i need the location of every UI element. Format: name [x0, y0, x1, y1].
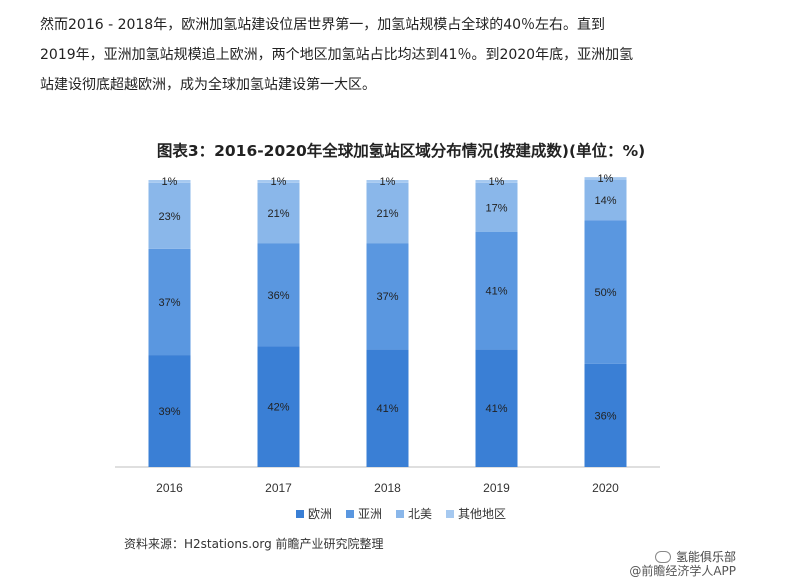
data-label: 36%: [267, 290, 289, 302]
legend-item: 欧洲: [295, 505, 332, 522]
bar-segment: [148, 182, 191, 249]
data-label: 41%: [485, 285, 507, 297]
data-label: 39%: [158, 406, 180, 418]
legend-item: 北美: [396, 505, 432, 522]
legend-label: 北美: [408, 507, 433, 521]
bar-segment: [366, 180, 409, 183]
bar-segment: [475, 349, 518, 467]
data-label: 50%: [594, 287, 616, 299]
data-label: 1%: [380, 176, 396, 188]
data-label: 1%: [271, 176, 287, 188]
bar-segment: [475, 180, 518, 183]
data-label: 42%: [267, 402, 289, 414]
x-tick-label: 2019: [483, 481, 510, 495]
bar-segment: [257, 180, 300, 183]
bar-segment: [584, 220, 627, 364]
legend-swatch: [396, 509, 404, 518]
source-note: 资料来源：H2stations.org 前瞻产业研究院整理: [124, 537, 384, 551]
bar-segment: [257, 243, 300, 347]
bar-segment: [475, 231, 518, 350]
legend-swatch: [345, 509, 354, 518]
bar-segment: [257, 182, 300, 244]
chart-legend: 欧洲 亚洲 北美 其他地区: [0, 505, 802, 522]
intro-line-1: 然而2016 - 2018年，欧洲加氢站建设位居世界第一，加氢站规模占全球的40…: [40, 17, 606, 33]
data-label: 21%: [376, 208, 398, 220]
data-label: 17%: [485, 202, 507, 214]
data-label: 1%: [162, 176, 178, 188]
x-tick-label: 2017: [265, 481, 292, 495]
chart-title: 图表3：2016-2020年全球加氢站区域分布情况(按建成数)(单位：%): [156, 142, 646, 160]
data-label: 37%: [158, 297, 180, 309]
legend-label: 欧洲: [307, 507, 332, 521]
data-label: 37%: [376, 291, 398, 303]
intro-line-2: 2019年，亚洲加氢站规模追上欧洲，两个地区加氢站占比均达到41％。到2020年…: [40, 47, 634, 63]
bar-segment: [366, 243, 409, 350]
bar-segment: [366, 182, 409, 244]
data-label: 21%: [267, 208, 289, 220]
bar-segment: [148, 180, 191, 183]
intro-paragraph: 然而2016 - 2018年，欧洲加氢站建设位居世界第一，加氢站规模占全球的40…: [40, 10, 740, 100]
bar-segment: [584, 180, 627, 221]
x-tick-label: 2020: [592, 481, 619, 495]
data-label: 41%: [376, 403, 398, 415]
bar-segment: [475, 182, 518, 232]
data-label: 1%: [489, 176, 505, 188]
watermark-line-2: @前瞻经济学人APP: [629, 564, 736, 578]
data-label: 14%: [594, 195, 616, 207]
bar-segment: [148, 248, 191, 356]
intro-line-3: 站建设彻底超越欧洲，成为全球加氢站建设第一大区。: [40, 77, 376, 93]
bar-segment: [257, 346, 300, 467]
legend-label: 其他地区: [458, 507, 507, 521]
data-label: 36%: [594, 410, 616, 422]
bar-segment: [584, 363, 627, 467]
x-tick-label: 2018: [374, 481, 401, 495]
data-label: 23%: [158, 211, 180, 223]
data-label: 41%: [485, 403, 507, 415]
watermark-line-1: 氢能俱乐部: [675, 550, 736, 564]
legend-swatch: [446, 509, 455, 518]
watermark: 氢能俱乐部 @前瞻经济学人APP: [629, 548, 736, 578]
x-tick-label: 2016: [156, 481, 183, 495]
legend-item: 亚洲: [345, 505, 382, 522]
legend-swatch: [295, 509, 304, 518]
data-label: 1%: [598, 173, 614, 185]
legend-item: 其他地区: [446, 505, 506, 522]
wechat-icon: [654, 550, 671, 563]
bar-segment: [366, 349, 409, 467]
legend-label: 亚洲: [357, 507, 382, 521]
bar-segment: [584, 177, 627, 180]
bar-segment: [148, 355, 191, 467]
